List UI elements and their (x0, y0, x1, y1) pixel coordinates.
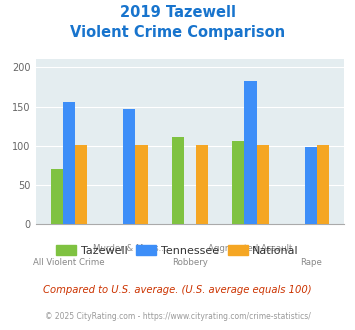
Bar (317, 145, 329, 224)
Bar (245, 81, 257, 224)
Bar (232, 141, 245, 224)
Bar (51, 169, 63, 224)
Bar (305, 148, 317, 224)
Text: © 2025 CityRating.com - https://www.cityrating.com/crime-statistics/: © 2025 CityRating.com - https://www.city… (45, 312, 310, 321)
Bar (172, 137, 184, 224)
Bar (123, 109, 135, 224)
Text: All Violent Crime: All Violent Crime (33, 258, 105, 267)
Text: Compared to U.S. average. (U.S. average equals 100): Compared to U.S. average. (U.S. average … (43, 285, 312, 295)
Text: Murder & Mans...: Murder & Mans... (93, 244, 166, 253)
Bar (196, 145, 208, 224)
Bar (63, 102, 75, 224)
Bar (75, 145, 87, 224)
Bar (135, 145, 148, 224)
Text: 2019 Tazewell: 2019 Tazewell (120, 5, 235, 20)
Bar (257, 145, 269, 224)
Text: Violent Crime Comparison: Violent Crime Comparison (70, 25, 285, 40)
Text: Rape: Rape (300, 258, 322, 267)
Text: Robbery: Robbery (172, 258, 208, 267)
Legend: Tazewell, Tennessee, National: Tazewell, Tennessee, National (52, 241, 303, 260)
Text: Aggravated Assault: Aggravated Assault (208, 244, 293, 253)
